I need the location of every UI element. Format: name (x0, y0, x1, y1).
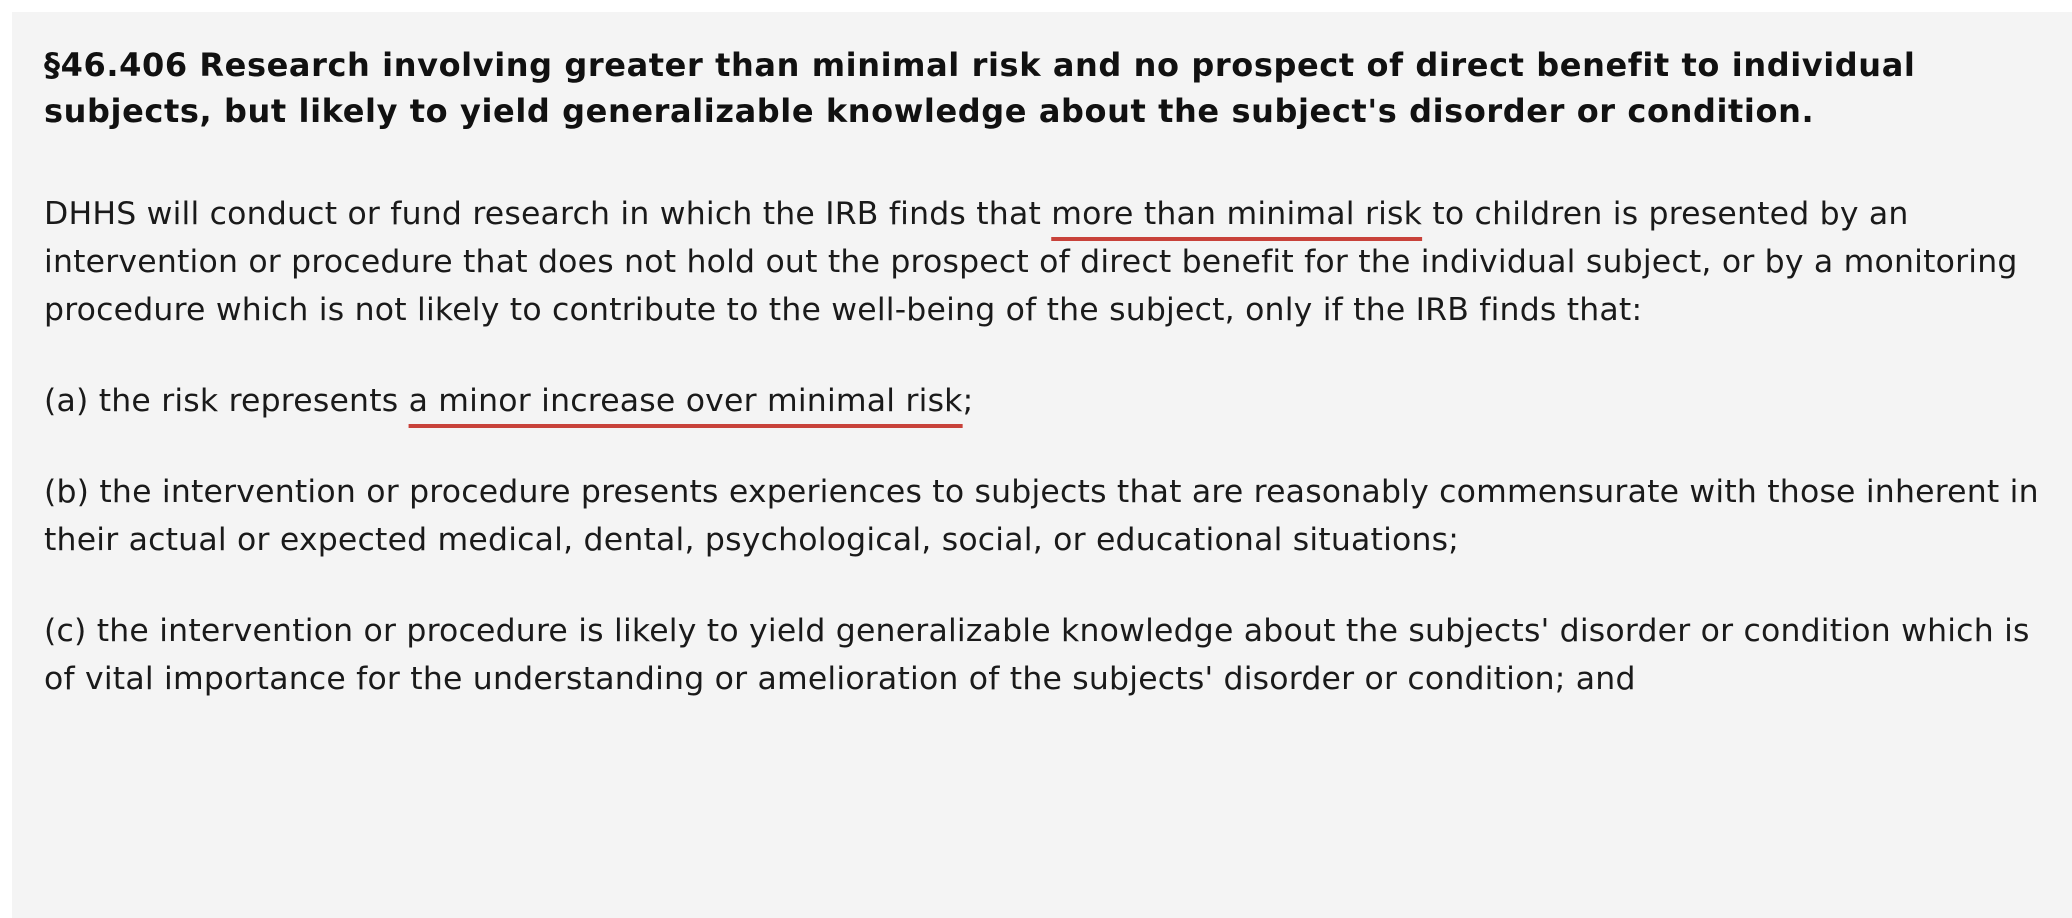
item-b-paragraph: (b) the intervention or procedure presen… (44, 474, 2039, 558)
item-a-text-before: (a) the risk represents (44, 383, 409, 419)
intro-paragraph: DHHS will conduct or fund research in wh… (44, 190, 2040, 334)
item-a-text-after: ; (962, 383, 974, 419)
item-c-paragraph: (c) the intervention or procedure is lik… (44, 613, 2030, 697)
highlight-more-than-minimal-risk: more than minimal risk (1051, 196, 1423, 232)
item-a-paragraph: (a) the risk represents a minor increase… (44, 377, 2040, 425)
intro-text-after: to children is presented by an intervent… (44, 196, 2018, 328)
highlight-minor-increase: a minor increase over minimal risk (408, 383, 963, 419)
intro-text-before: DHHS will conduct or fund research in wh… (44, 196, 1052, 232)
section-heading: §46.406 Research involving greater than … (44, 46, 1916, 130)
regulation-document: §46.406 Research involving greater than … (12, 12, 2072, 918)
